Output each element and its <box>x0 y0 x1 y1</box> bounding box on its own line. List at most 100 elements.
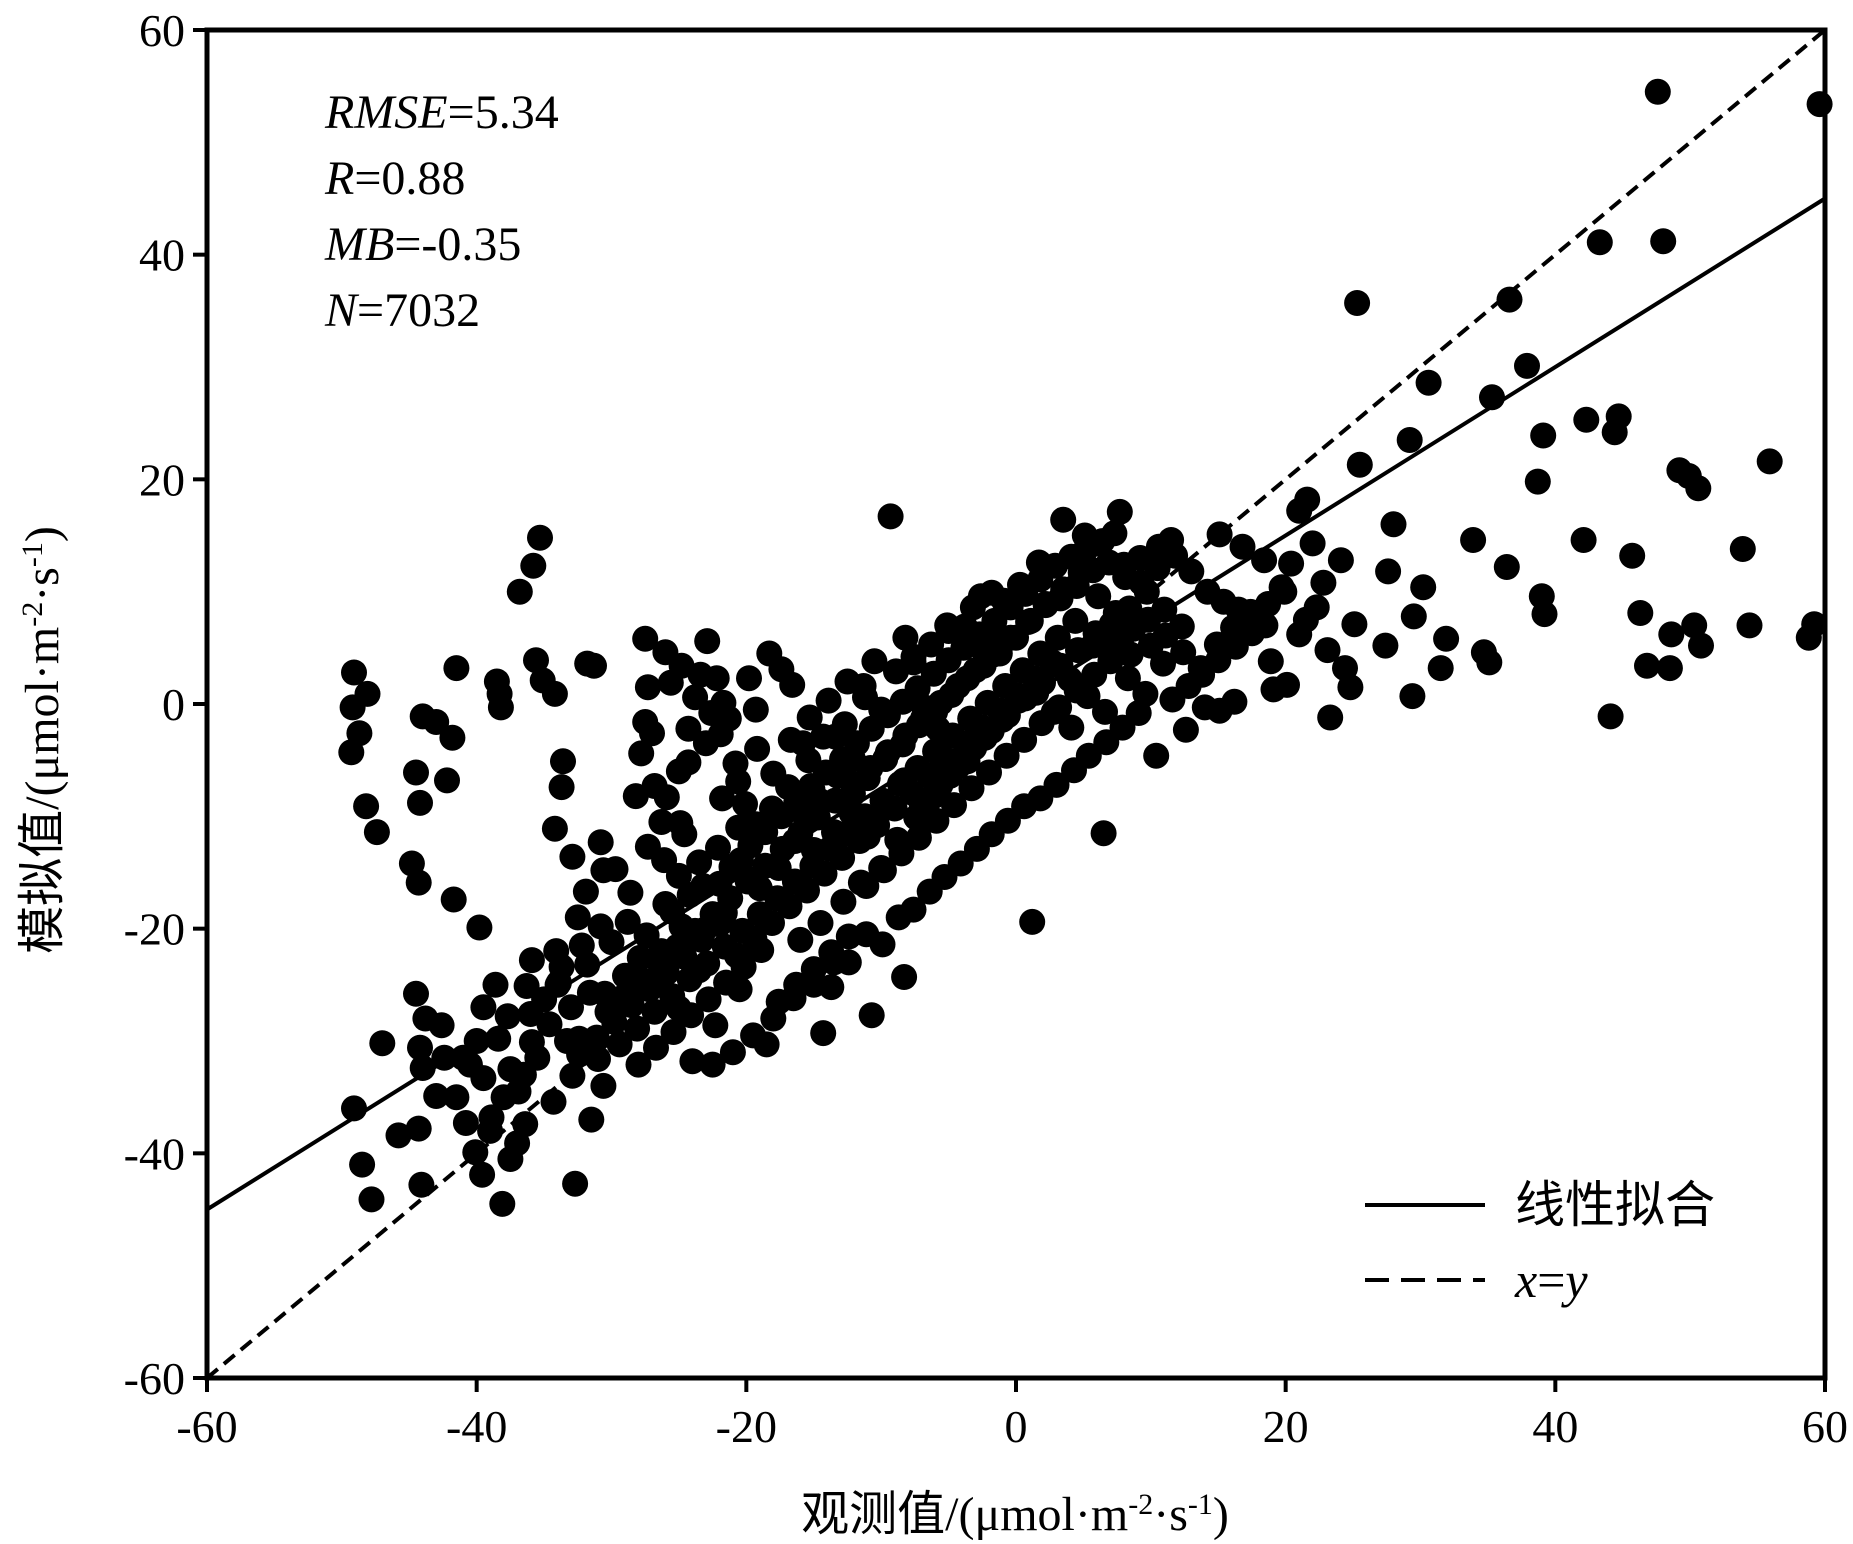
data-point <box>407 1034 433 1061</box>
data-point <box>520 552 547 579</box>
data-point <box>839 770 866 797</box>
data-point <box>900 896 927 923</box>
data-point <box>1736 612 1763 639</box>
data-point <box>1530 422 1557 449</box>
data-point <box>1278 550 1305 577</box>
data-point <box>1514 352 1540 379</box>
data-point <box>602 856 629 883</box>
data-point <box>541 680 568 707</box>
data-point <box>1729 536 1756 562</box>
data-point <box>1067 559 1094 586</box>
data-point <box>1050 506 1077 533</box>
data-point <box>1043 771 1070 798</box>
data-point <box>1044 624 1071 651</box>
stat-value: =-0.35 <box>394 218 521 271</box>
data-point <box>423 1083 450 1109</box>
stat-line: R=0.88 <box>324 152 465 205</box>
data-point <box>641 773 668 799</box>
data-point <box>725 768 752 795</box>
stat-value: =5.34 <box>448 86 559 139</box>
data-point <box>815 687 842 714</box>
data-point <box>641 998 668 1025</box>
data-point <box>1460 527 1487 553</box>
data-point <box>559 843 586 870</box>
data-point <box>1299 530 1326 557</box>
data-point <box>891 767 918 794</box>
data-point <box>779 671 806 698</box>
data-point <box>1071 522 1098 549</box>
data-point <box>1317 704 1344 731</box>
data-point <box>727 847 754 874</box>
data-point <box>829 844 856 871</box>
data-point <box>1090 820 1117 847</box>
data-point <box>941 792 967 819</box>
data-point <box>796 704 823 731</box>
data-point <box>1493 554 1520 580</box>
data-point <box>1132 680 1159 707</box>
data-point <box>777 726 804 753</box>
data-point <box>1656 655 1683 682</box>
data-point <box>709 785 736 812</box>
data-point <box>1380 511 1407 538</box>
data-point <box>490 1084 517 1111</box>
data-point <box>470 1065 497 1092</box>
x-tick-label: -40 <box>446 1401 507 1452</box>
data-point <box>861 648 888 675</box>
data-point <box>1040 698 1067 725</box>
data-point <box>363 819 390 846</box>
data-point <box>726 976 753 1003</box>
stat-name: MB <box>324 218 394 271</box>
data-point <box>548 774 575 801</box>
stat-name: RMSE <box>324 86 448 139</box>
data-point <box>705 834 731 861</box>
data-point <box>639 720 665 747</box>
data-point <box>1427 655 1454 682</box>
data-point <box>423 709 450 735</box>
data-point <box>405 1115 432 1142</box>
data-point <box>434 767 460 794</box>
data-point <box>753 1031 780 1058</box>
data-point <box>920 783 947 810</box>
data-point <box>1092 698 1118 725</box>
data-point <box>711 899 738 926</box>
data-point <box>601 1008 628 1035</box>
data-point <box>891 964 918 990</box>
data-point <box>443 1084 470 1111</box>
data-point <box>628 740 655 767</box>
data-point <box>783 789 810 816</box>
data-point <box>1597 703 1624 730</box>
data-point <box>506 578 533 605</box>
data-point <box>652 891 679 917</box>
data-point <box>548 953 575 980</box>
data-point <box>668 652 695 679</box>
data-point <box>821 819 847 846</box>
data-point <box>617 879 644 906</box>
data-point <box>1143 742 1170 769</box>
legend-identity-line-label: x=y <box>1514 1252 1588 1308</box>
stats-annotation: RMSE=5.34 R=0.88 MB=-0.35 N=7032 <box>324 86 559 337</box>
data-point <box>936 762 963 789</box>
data-point <box>1433 625 1460 652</box>
data-point <box>686 849 713 876</box>
data-point <box>614 908 641 935</box>
data-point <box>587 829 614 856</box>
data-point <box>760 1005 787 1032</box>
data-point <box>1221 688 1248 715</box>
data-point <box>353 793 380 820</box>
data-point <box>1085 583 1112 610</box>
data-point <box>873 794 900 821</box>
data-point <box>835 923 862 950</box>
data-point <box>524 1044 551 1071</box>
data-point <box>341 659 367 686</box>
data-point <box>405 869 432 896</box>
data-point <box>760 760 787 787</box>
data-point <box>477 1117 504 1144</box>
data-point <box>1801 611 1828 638</box>
stat-value: =0.88 <box>354 152 465 205</box>
data-point <box>564 904 591 931</box>
data-point <box>518 947 545 974</box>
data-point <box>349 1151 376 1178</box>
data-point <box>732 791 758 817</box>
data-point <box>918 631 945 658</box>
